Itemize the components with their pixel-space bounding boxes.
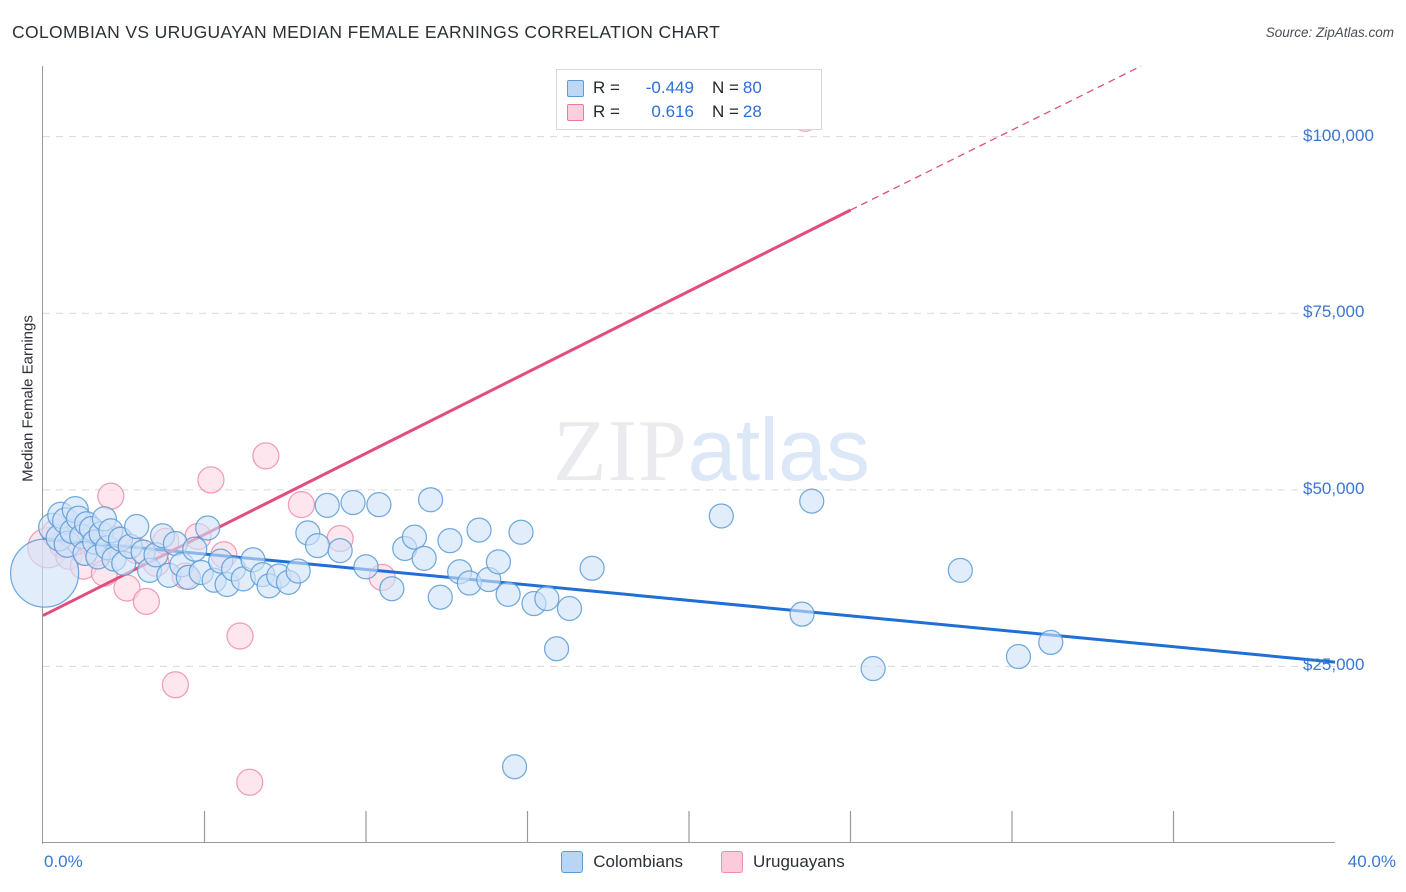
data-point-colombian[interactable] [508,519,534,545]
trend-line-uruguayans-extrapolated [850,65,1142,211]
data-point-uruguayan[interactable] [236,768,264,796]
page-title: COLOMBIAN VS URUGUAYAN MEDIAN FEMALE EAR… [12,22,721,42]
data-point-colombian[interactable] [789,601,815,627]
y-axis-tick-label: $100,000 [1303,125,1374,145]
data-point-colombian[interactable] [327,537,353,564]
series-legend-item[interactable]: Colombians [561,851,683,873]
data-point-colombian[interactable] [304,532,331,559]
series-swatch-uruguayans [721,851,744,873]
correlation-legend: R = -0.449 N = 80 R = 0.616 N = 28 [556,69,822,130]
data-point-colombian[interactable] [314,492,340,518]
series-legend-label: Colombians [593,852,684,871]
legend-swatch-colombians [567,79,584,97]
correlation-n-value: 28 [742,102,762,121]
y-axis-tick-label: $50,000 [1303,478,1365,498]
correlation-r-value: 0.616 [651,102,694,121]
legend-swatch-uruguayans [567,103,584,121]
data-point-uruguayan[interactable] [287,491,316,519]
series-legend-label: Uruguayans [753,852,845,871]
data-point-colombian[interactable] [379,576,405,602]
data-point-uruguayan[interactable] [197,466,225,494]
data-point-colombian[interactable] [340,489,366,516]
data-point-uruguayan[interactable] [97,482,125,510]
x-axis-ticks [203,811,1175,843]
series-legend: Colombians Uruguayans [0,851,1406,873]
data-point-colombian[interactable] [1005,643,1032,670]
data-point-colombian[interactable] [366,492,392,518]
correlation-r-value: -0.449 [645,78,694,97]
correlation-n-label: N = [711,102,739,121]
x-axis-max-label: 40.0% [1347,852,1396,871]
data-point-colombian[interactable] [556,595,583,622]
y-axis-tick-label: $25,000 [1303,655,1365,675]
data-point-colombian[interactable] [195,515,221,541]
data-point-colombian[interactable] [182,536,208,562]
data-point-colombian[interactable] [495,581,521,607]
data-point-colombian[interactable] [124,513,150,540]
scatter-series-uruguayans [27,104,819,796]
data-point-colombian[interactable] [799,488,825,514]
data-point-colombian[interactable] [501,754,528,780]
data-point-uruguayan[interactable] [226,622,254,650]
data-point-colombian[interactable] [1038,629,1064,656]
source-attribution: Source: ZipAtlas.com [1265,25,1394,40]
data-point-colombian[interactable] [437,528,463,554]
x-axis-min-label: 0.0% [44,852,83,871]
data-point-colombian[interactable] [411,545,437,571]
data-point-uruguayan[interactable] [252,442,280,470]
data-point-colombian[interactable] [466,517,492,543]
y-axis-title: Median Female Earnings [19,315,37,482]
series-legend-item[interactable]: Uruguayans [721,851,845,873]
data-point-colombian[interactable] [543,636,570,662]
y-axis-tick-label: $75,000 [1303,302,1365,322]
data-point-colombian[interactable] [579,555,605,581]
data-point-colombian[interactable] [947,557,973,583]
data-point-colombian[interactable] [708,503,734,529]
correlation-r-label: R = [593,102,620,121]
data-point-colombian[interactable] [860,655,886,682]
data-point-uruguayan[interactable] [161,671,190,699]
plot-area [9,65,1336,843]
correlation-legend-row: R = 0.616 N = 28 [567,100,811,124]
series-swatch-colombians [561,851,584,873]
data-point-uruguayan[interactable] [132,587,160,616]
plot-svg [9,65,1336,843]
data-point-colombian[interactable] [485,549,512,575]
data-point-colombian[interactable] [417,487,444,513]
correlation-n-value: 80 [742,78,762,97]
scatter-series-colombians [9,487,1064,780]
correlation-legend-row: R = -0.449 N = 80 [567,76,811,100]
data-point-colombian[interactable] [353,554,379,580]
correlation-n-label: N = [711,78,739,97]
correlation-r-label: R = [593,78,620,97]
data-point-colombian[interactable] [534,585,560,612]
data-point-colombian[interactable] [427,584,453,610]
y-axis-line [42,66,44,844]
data-point-colombian[interactable] [401,524,428,550]
data-point-colombian[interactable] [285,558,311,584]
